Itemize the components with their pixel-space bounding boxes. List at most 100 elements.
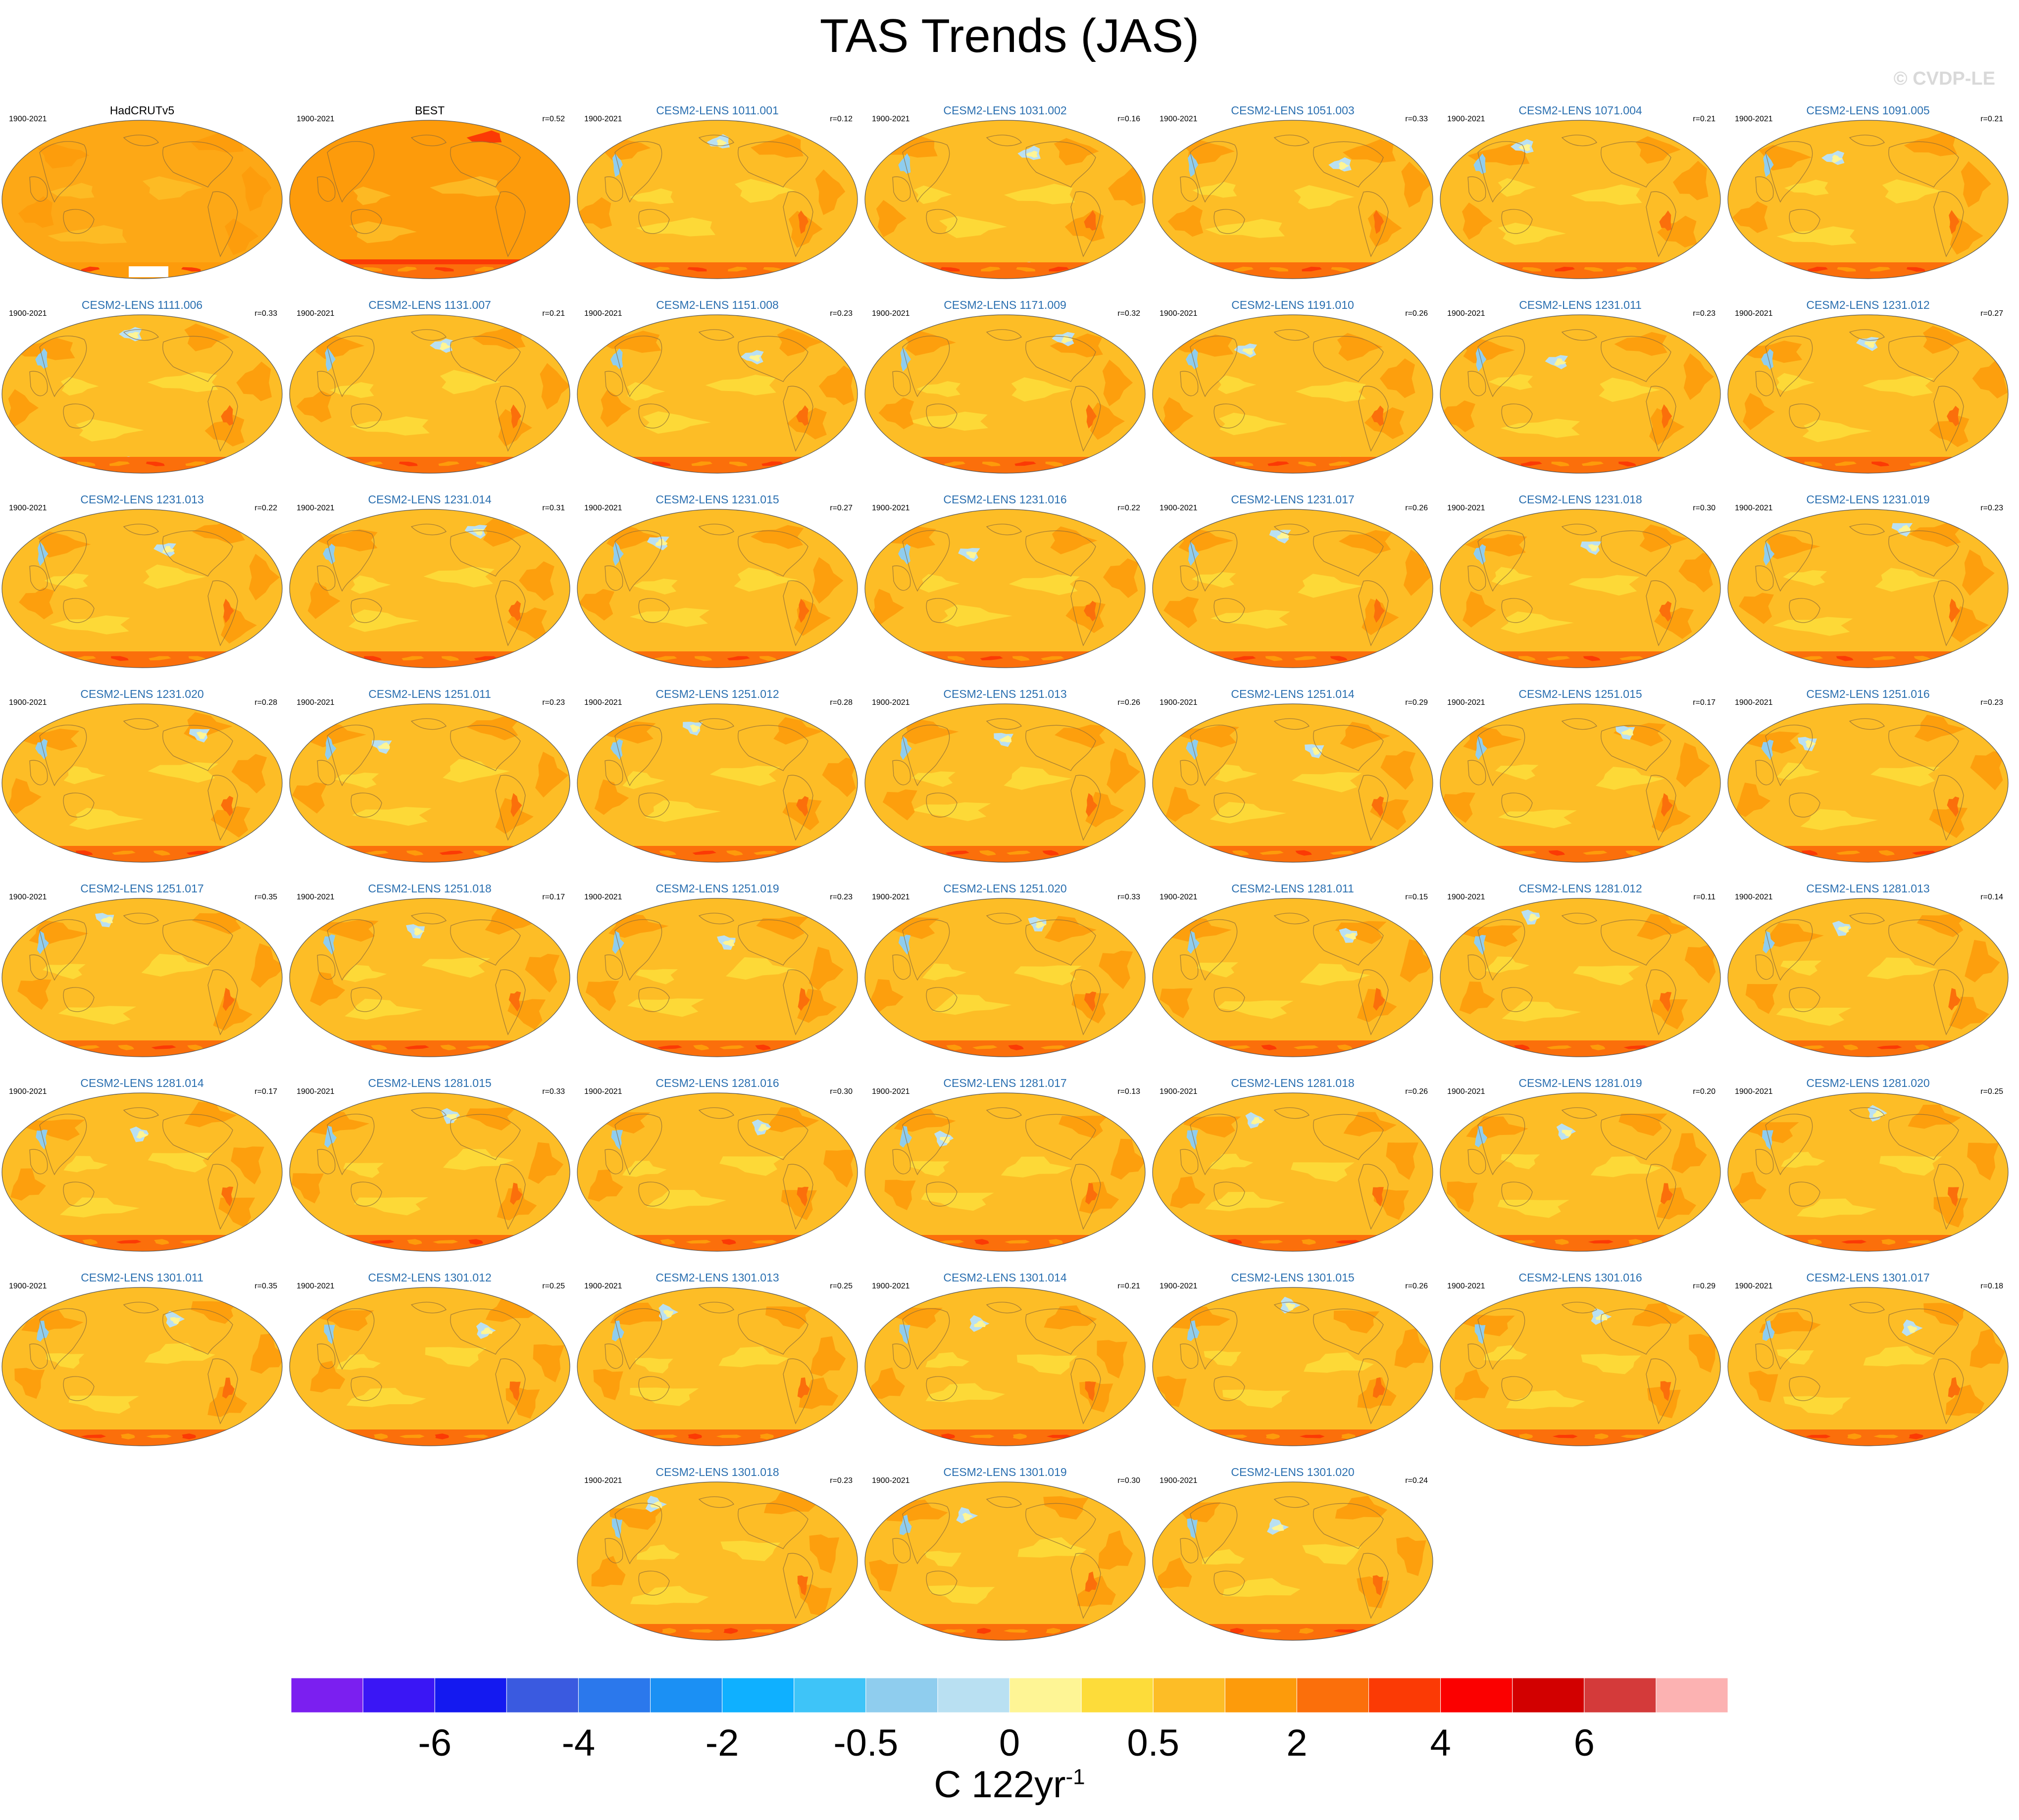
panel-pattern-correlation: r=0.26 [1117,698,1140,707]
panel-pattern-correlation: r=0.25 [830,1282,853,1290]
panel-title: CESM2-LENS 1281.016 [656,1077,779,1089]
trend-map [1,120,283,279]
panel-pattern-correlation: r=0.23 [830,309,853,318]
colorbar-swatch [1081,1677,1154,1713]
panel-period: 1900-2021 [1160,893,1198,901]
map-panel: CESM2-LENS 1251.015 1900-2021 r=0.17 [1438,688,1722,882]
trend-map [577,1481,858,1641]
colorbar-swatch [794,1677,866,1713]
panel-title: CESM2-LENS 1251.013 [943,688,1067,700]
colorbar-tick-label: -4 [561,1722,596,1764]
panel-period: 1900-2021 [1160,698,1198,707]
panel-period: 1900-2021 [1160,1476,1198,1485]
map-panel: CESM2-LENS 1251.013 1900-2021 r=0.26 [863,688,1147,882]
map-panel: CESM2-LENS 1251.011 1900-2021 r=0.23 [288,688,572,882]
colorbar-swatch [362,1677,435,1713]
panel-title: CESM2-LENS 1251.017 [80,882,204,895]
panel-title: CESM2-LENS 1231.020 [80,688,204,700]
panel-pattern-correlation: r=0.21 [1693,115,1716,123]
trend-map [289,314,570,474]
colorbar-tick-label: 0.5 [1127,1722,1180,1764]
panel-period: 1900-2021 [1735,309,1773,318]
colorbar-tick-label: 4 [1430,1722,1451,1764]
colorbar-swatch [1512,1677,1585,1713]
trend-map [289,703,570,863]
map-panel: CESM2-LENS 1281.012 1900-2021 r=0.11 [1438,882,1722,1076]
panel-title: CESM2-LENS 1231.013 [80,493,204,506]
map-panel: CESM2-LENS 1231.012 1900-2021 r=0.27 [1726,298,2010,492]
panel-pattern-correlation: r=0.17 [1693,698,1716,707]
panel-pattern-correlation: r=0.28 [830,698,853,707]
map-panel: CESM2-LENS 1231.016 1900-2021 r=0.22 [863,493,1147,687]
trend-map [289,1092,570,1252]
trend-map [1152,703,1433,863]
trend-map [577,120,858,279]
map-panel: CESM2-LENS 1281.016 1900-2021 r=0.30 [575,1077,859,1271]
panel-pattern-correlation: r=0.27 [1980,309,2003,318]
map-panel: CESM2-LENS 1251.020 1900-2021 r=0.33 [863,882,1147,1076]
panel-title: CESM2-LENS 1281.019 [1518,1077,1642,1089]
map-panel: CESM2-LENS 1301.012 1900-2021 r=0.25 [288,1271,572,1465]
panel-period: 1900-2021 [872,1476,910,1485]
panel-title: CESM2-LENS 1191.010 [1231,298,1354,311]
panel-period: 1900-2021 [1447,504,1485,512]
panel-period: 1900-2021 [584,1087,622,1096]
trend-map [289,509,570,668]
panel-pattern-correlation: r=0.20 [1693,1087,1716,1096]
panel-pattern-correlation: r=0.24 [1405,1476,1428,1485]
trend-map [1152,1092,1433,1252]
panel-period: 1900-2021 [1735,698,1773,707]
panel-title: CESM2-LENS 1111.006 [81,298,203,311]
panel-title: CESM2-LENS 1231.018 [1518,493,1642,506]
map-panel: BEST 1900-2021 r=0.52 [288,104,572,298]
trend-map [864,509,1146,668]
panel-pattern-correlation: r=0.30 [830,1087,853,1096]
panel-period: 1900-2021 [872,698,910,707]
panel-period: 1900-2021 [584,893,622,901]
trend-map [864,314,1146,474]
panel-period: 1900-2021 [872,309,910,318]
panel-period: 1900-2021 [1447,698,1485,707]
trend-map [577,1287,858,1446]
map-panel: CESM2-LENS 1281.018 1900-2021 r=0.26 [1151,1077,1435,1271]
panel-period: 1900-2021 [1447,309,1485,318]
panel-pattern-correlation: r=0.12 [830,115,853,123]
colorbar-swatch [650,1677,723,1713]
panel-title: CESM2-LENS 1301.019 [943,1466,1067,1478]
panel-title: CESM2-LENS 1301.014 [943,1271,1067,1284]
map-panel: CESM2-LENS 1191.010 1900-2021 r=0.26 [1151,298,1435,492]
panel-title: CESM2-LENS 1091.005 [1806,104,1930,117]
panel-period: 1900-2021 [297,698,335,707]
panel-title: CESM2-LENS 1251.018 [368,882,492,895]
panel-title: CESM2-LENS 1301.018 [656,1466,779,1478]
panel-period: 1900-2021 [1447,115,1485,123]
map-panel: CESM2-LENS 1251.018 1900-2021 r=0.17 [288,882,572,1076]
trend-map [289,1287,570,1446]
map-panel: CESM2-LENS 1171.009 1900-2021 r=0.32 [863,298,1147,492]
colorbar-swatch [1009,1677,1082,1713]
panel-pattern-correlation: r=0.33 [1405,115,1428,123]
panel-pattern-correlation: r=0.29 [1405,698,1428,707]
panel-pattern-correlation: r=0.23 [542,698,565,707]
figure-title: TAS Trends (JAS) [819,9,1200,62]
panel-period: 1900-2021 [584,698,622,707]
panel-pattern-correlation: r=0.35 [254,1282,277,1290]
map-panel: CESM2-LENS 1231.014 1900-2021 r=0.31 [288,493,572,687]
map-panel: CESM2-LENS 1301.014 1900-2021 r=0.21 [863,1271,1147,1465]
colorbar-swatch [1584,1677,1657,1713]
panel-period: 1900-2021 [9,115,47,123]
trend-map [1152,898,1433,1057]
colorbar-tick-label: 0 [999,1722,1020,1764]
panel-title: CESM2-LENS 1231.017 [1231,493,1355,506]
trend-map [289,898,570,1057]
panel-title: CESM2-LENS 1281.017 [943,1077,1067,1089]
panel-period: 1900-2021 [584,309,622,318]
panel-period: 1900-2021 [297,1087,335,1096]
colorbar-swatch [1296,1677,1369,1713]
panel-title: BEST [414,104,445,117]
panel-title: CESM2-LENS 1281.011 [1231,882,1354,895]
panel-title: CESM2-LENS 1301.017 [1806,1271,1930,1284]
panel-pattern-correlation: r=0.23 [1980,504,2003,512]
panel-title: CESM2-LENS 1251.020 [943,882,1067,895]
map-panel: CESM2-LENS 1251.017 1900-2021 r=0.35 [0,882,284,1076]
